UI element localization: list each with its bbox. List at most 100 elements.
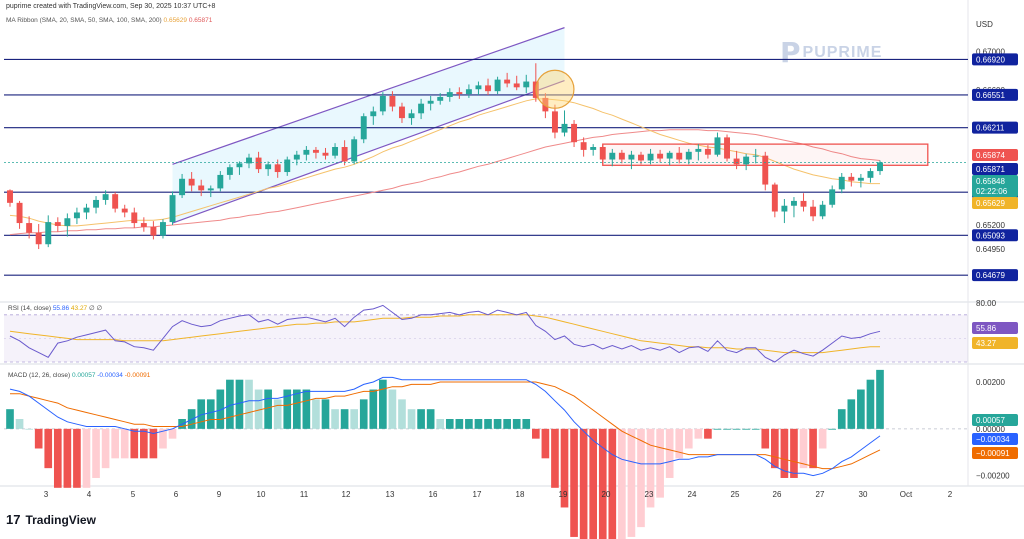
candle-body	[322, 152, 329, 156]
rsi-legend-ma: 43.27	[70, 305, 88, 312]
candle-body	[7, 190, 13, 203]
candle-body	[877, 162, 883, 172]
candle-body	[551, 111, 558, 133]
macd-histogram-bar	[541, 428, 550, 459]
candle-body	[418, 103, 425, 114]
time-axis-label: 20	[602, 490, 611, 499]
chart-credit: puprime created with TradingView.com, Se…	[6, 3, 216, 10]
macd-histogram-bar	[25, 428, 33, 430]
macd-histogram-bar	[503, 419, 511, 429]
price-level-label-bg	[972, 121, 1018, 134]
macd-histogram-bar	[426, 409, 435, 429]
candle-body	[73, 212, 80, 219]
tradingview-logo-icon: 17	[6, 512, 21, 527]
candle-body	[160, 222, 166, 236]
macd-histogram-bar	[570, 428, 578, 537]
candle-body	[312, 149, 319, 153]
macd-histogram-bar	[398, 399, 406, 429]
candle-body	[169, 195, 176, 223]
macd-hist-badge: 0.00057	[976, 416, 1005, 425]
rsi-legend[interactable]: RSI (14, close) 55.86 43.27 ∅ ∅	[8, 304, 102, 312]
time-axis-label: 5	[131, 490, 136, 499]
macd-histogram-bar	[417, 409, 425, 429]
time-axis-label: 13	[386, 490, 395, 499]
candle-body	[724, 137, 730, 159]
macd-histogram-bar	[866, 379, 875, 429]
macd-histogram-bar	[407, 409, 416, 429]
time-axis-label: 2	[948, 490, 953, 499]
candle-body	[284, 159, 291, 173]
channel-lower-line	[172, 80, 565, 224]
candle-body	[408, 113, 415, 119]
macd-histogram-bar	[359, 399, 368, 429]
candle-body	[810, 206, 817, 217]
price-level-label: 0.66551	[976, 91, 1005, 100]
macd-histogram-bar	[465, 419, 473, 429]
macd-histogram-bar	[847, 399, 856, 429]
macd-histogram-bar	[512, 419, 521, 429]
candle-body	[580, 142, 587, 150]
sma-slow-badge: 0.65874	[976, 151, 1005, 160]
ma-ribbon-label: MA Ribbon (SMA, 20, SMA, 50, SMA, 100, S…	[6, 17, 162, 24]
macd-histogram-bar	[436, 419, 445, 429]
candle-body	[714, 137, 721, 155]
macd-legend[interactable]: MACD (12, 26, close) 0.00057 -0.00034 -0…	[8, 372, 150, 379]
macd-histogram-bar	[751, 428, 760, 430]
macd-histogram-bar	[818, 428, 827, 449]
candle-body	[838, 176, 845, 190]
macd-histogram-bar	[101, 428, 110, 469]
price-level-label-bg	[972, 269, 1018, 282]
puprime-logo-icon: P	[780, 36, 800, 69]
candle-body	[504, 79, 511, 84]
currency-label: USD	[976, 20, 993, 29]
time-axis-label: 25	[731, 490, 740, 499]
macd-histogram-bar	[780, 428, 789, 478]
macd-histogram-bar	[637, 428, 645, 528]
macd-histogram-bar	[790, 428, 798, 478]
macd-histogram-bar	[82, 428, 91, 488]
candle-body	[198, 185, 205, 191]
macd-histogram-bar	[560, 428, 569, 508]
macd-histogram-bar	[168, 428, 177, 439]
candle-body	[475, 85, 482, 90]
macd-histogram-bar	[302, 389, 311, 429]
macd-histogram-bar	[245, 379, 253, 429]
candle-body	[618, 152, 625, 160]
macd-histogram-bar	[455, 419, 464, 429]
candle-body	[303, 149, 310, 155]
time-axis-label: 17	[473, 490, 482, 499]
rsi-legend-label: RSI (14, close)	[8, 305, 51, 312]
macd-histogram-bar	[73, 428, 81, 488]
rsi-ma-badge-bg	[972, 337, 1018, 349]
candle-body	[743, 156, 750, 165]
time-axis-label: 26	[773, 490, 782, 499]
macd-histogram-bar	[388, 389, 397, 429]
macd-histogram-bar	[6, 409, 14, 429]
candle-body	[351, 139, 358, 162]
macd-histogram-bar	[111, 428, 119, 459]
macd-histogram-bar	[283, 389, 292, 429]
macd-histogram-bar	[292, 389, 301, 429]
sma-fast-badge: 0.65629	[976, 199, 1005, 208]
tradingview-logo[interactable]: 17 TradingView	[6, 512, 96, 527]
macd-histogram-bar	[273, 399, 282, 429]
candle-body	[628, 154, 635, 160]
macd-histogram-bar	[598, 428, 607, 539]
channel-fill	[172, 27, 565, 224]
candle-body	[274, 164, 281, 173]
macd-histogram-bar	[350, 409, 358, 429]
level-badge: 0.65871	[976, 165, 1005, 174]
ma-ribbon-legend[interactable]: MA Ribbon (SMA, 20, SMA, 50, SMA, 100, S…	[6, 17, 212, 24]
macd-histogram-bar	[799, 428, 808, 469]
macd-signal-badge: −0.00091	[976, 449, 1010, 458]
macd-histogram-bar	[63, 428, 72, 488]
time-axis-label: 30	[859, 490, 868, 499]
time-axis-label: 23	[645, 490, 654, 499]
puprime-logo-text: PUPRIME	[802, 43, 883, 61]
macd-histogram-bar	[876, 369, 884, 429]
level-badge-bg	[972, 163, 1018, 175]
candle-body	[332, 147, 339, 156]
price-tick-label: 0.67000	[976, 48, 1005, 57]
macd-histogram-bar	[646, 428, 655, 508]
